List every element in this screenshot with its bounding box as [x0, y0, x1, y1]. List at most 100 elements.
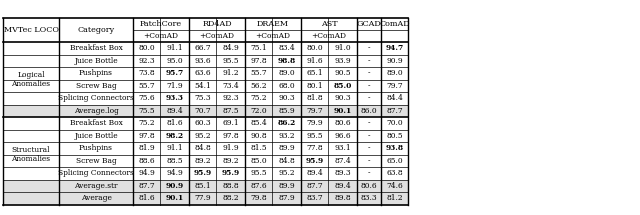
Text: 83.7: 83.7 — [306, 194, 323, 202]
Text: 98.8: 98.8 — [277, 57, 296, 65]
Text: 94.9: 94.9 — [166, 169, 183, 177]
Text: -: - — [368, 169, 371, 177]
Text: MVTec LOCO: MVTec LOCO — [3, 26, 58, 34]
Text: Average.log: Average.log — [74, 107, 118, 115]
Text: 80.0: 80.0 — [306, 44, 323, 52]
Text: 93.1: 93.1 — [334, 144, 351, 152]
Text: 95.7: 95.7 — [165, 69, 184, 77]
Text: 73.8: 73.8 — [138, 69, 155, 77]
Text: 69.1: 69.1 — [222, 119, 239, 127]
Text: 86.2: 86.2 — [277, 119, 296, 127]
Text: 79.9: 79.9 — [306, 119, 323, 127]
Text: Splicing Connectors: Splicing Connectors — [58, 169, 134, 177]
Text: Screw Bag: Screw Bag — [76, 82, 116, 90]
Text: AST: AST — [321, 20, 337, 28]
Text: 87.5: 87.5 — [222, 107, 239, 115]
Text: -: - — [368, 82, 371, 90]
Text: 77.9: 77.9 — [194, 194, 211, 202]
Text: Logical
Anomalies: Logical Anomalies — [12, 71, 51, 88]
Text: 75.2: 75.2 — [250, 94, 267, 102]
Text: 87.7: 87.7 — [138, 182, 155, 190]
Text: 90.1: 90.1 — [333, 107, 351, 115]
Text: 60.3: 60.3 — [194, 119, 211, 127]
Text: 84.9: 84.9 — [222, 44, 239, 52]
Text: 63.8: 63.8 — [386, 169, 403, 177]
Text: 95.2: 95.2 — [194, 132, 211, 140]
Text: 75.3: 75.3 — [194, 94, 211, 102]
Text: 87.4: 87.4 — [334, 157, 351, 165]
Text: 80.1: 80.1 — [306, 82, 323, 90]
Text: 91.2: 91.2 — [222, 69, 239, 77]
Text: 79.7: 79.7 — [386, 82, 403, 90]
Bar — [3, 180, 408, 192]
Text: DRAEM: DRAEM — [257, 20, 289, 28]
Text: 89.2: 89.2 — [222, 157, 239, 165]
Text: 81.8: 81.8 — [306, 94, 323, 102]
Text: 90.5: 90.5 — [334, 69, 351, 77]
Text: 89.4: 89.4 — [166, 107, 183, 115]
Text: 75.5: 75.5 — [138, 107, 155, 115]
Text: Screw Bag: Screw Bag — [76, 157, 116, 165]
Text: 88.2: 88.2 — [222, 194, 239, 202]
Text: 81.9: 81.9 — [138, 144, 155, 152]
Text: 89.8: 89.8 — [334, 194, 351, 202]
Text: 75.6: 75.6 — [138, 94, 155, 102]
Text: 94.9: 94.9 — [138, 169, 155, 177]
Text: 80.5: 80.5 — [386, 132, 403, 140]
Text: 92.3: 92.3 — [222, 94, 239, 102]
Text: 89.9: 89.9 — [278, 144, 295, 152]
Text: 86.0: 86.0 — [361, 107, 378, 115]
Text: 91.1: 91.1 — [166, 144, 183, 152]
Text: Average.str: Average.str — [74, 182, 118, 190]
Text: 91.1: 91.1 — [166, 44, 183, 52]
Text: 93.6: 93.6 — [194, 57, 211, 65]
Text: 55.7: 55.7 — [250, 69, 267, 77]
Text: 77.8: 77.8 — [306, 144, 323, 152]
Text: 87.6: 87.6 — [250, 182, 267, 190]
Text: 89.0: 89.0 — [278, 69, 295, 77]
Text: ComAD: ComAD — [379, 20, 410, 28]
Text: 80.6: 80.6 — [361, 182, 378, 190]
Text: 94.7: 94.7 — [385, 44, 404, 52]
Text: 65.1: 65.1 — [306, 69, 323, 77]
Text: 88.8: 88.8 — [222, 182, 239, 190]
Text: 85.1: 85.1 — [194, 182, 211, 190]
Text: Category: Category — [77, 26, 115, 34]
Text: 89.9: 89.9 — [278, 182, 295, 190]
Text: Pushpins: Pushpins — [79, 69, 113, 77]
Text: 79.8: 79.8 — [250, 194, 267, 202]
Text: 97.8: 97.8 — [222, 132, 239, 140]
Text: -: - — [368, 57, 371, 65]
Text: 56.2: 56.2 — [250, 82, 267, 90]
Bar — [3, 18, 408, 204]
Text: GCAD: GCAD — [356, 20, 381, 28]
Text: 91.0: 91.0 — [334, 44, 351, 52]
Text: 84.8: 84.8 — [278, 157, 295, 165]
Text: 87.7: 87.7 — [306, 182, 323, 190]
Text: 90.9: 90.9 — [386, 57, 403, 65]
Text: 81.6: 81.6 — [166, 119, 183, 127]
Text: 93.2: 93.2 — [278, 132, 295, 140]
Text: RD4AD: RD4AD — [202, 20, 232, 28]
Text: 90.9: 90.9 — [165, 182, 184, 190]
Text: 81.6: 81.6 — [138, 194, 155, 202]
Text: 79.7: 79.7 — [306, 107, 323, 115]
Text: 83.4: 83.4 — [278, 44, 295, 52]
Text: 74.6: 74.6 — [386, 182, 403, 190]
Text: 87.7: 87.7 — [386, 107, 403, 115]
Text: 95.0: 95.0 — [166, 57, 183, 65]
Text: 93.8: 93.8 — [385, 144, 404, 152]
Text: 85.0: 85.0 — [250, 157, 267, 165]
Bar — [3, 192, 408, 204]
Text: 85.9: 85.9 — [278, 107, 295, 115]
Text: 91.6: 91.6 — [306, 57, 323, 65]
Text: 97.8: 97.8 — [250, 57, 267, 65]
Text: +ComAD: +ComAD — [255, 32, 291, 40]
Text: Juice Bottle: Juice Bottle — [74, 57, 118, 65]
Text: Splicing Connectors: Splicing Connectors — [58, 94, 134, 102]
Text: +ComAD: +ComAD — [143, 32, 179, 40]
Text: 95.9: 95.9 — [221, 169, 239, 177]
Text: -: - — [368, 119, 371, 127]
Text: +ComAD: +ComAD — [312, 32, 346, 40]
Text: 95.5: 95.5 — [222, 57, 239, 65]
